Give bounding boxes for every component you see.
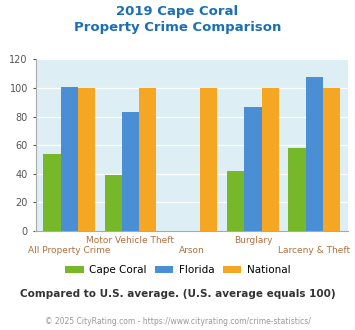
Text: All Property Crime: All Property Crime xyxy=(28,246,110,255)
Bar xyxy=(289,148,306,231)
Text: Arson: Arson xyxy=(179,246,204,255)
Text: Burglary: Burglary xyxy=(234,236,272,245)
Text: Compared to U.S. average. (U.S. average equals 100): Compared to U.S. average. (U.S. average … xyxy=(20,289,335,299)
Bar xyxy=(227,171,244,231)
Legend: Cape Coral, Florida, National: Cape Coral, Florida, National xyxy=(61,261,294,279)
Bar xyxy=(105,175,122,231)
Bar xyxy=(122,112,139,231)
Bar xyxy=(262,88,279,231)
Bar xyxy=(139,88,156,231)
Bar xyxy=(43,154,61,231)
Text: 2019 Cape Coral: 2019 Cape Coral xyxy=(116,5,239,18)
Bar xyxy=(244,107,262,231)
Bar xyxy=(306,77,323,231)
Bar xyxy=(200,88,217,231)
Bar xyxy=(78,88,95,231)
Bar xyxy=(61,86,78,231)
Text: Property Crime Comparison: Property Crime Comparison xyxy=(74,21,281,34)
Bar xyxy=(323,88,340,231)
Text: © 2025 CityRating.com - https://www.cityrating.com/crime-statistics/: © 2025 CityRating.com - https://www.city… xyxy=(45,317,310,326)
Text: Motor Vehicle Theft: Motor Vehicle Theft xyxy=(87,236,174,245)
Text: Larceny & Theft: Larceny & Theft xyxy=(278,246,350,255)
